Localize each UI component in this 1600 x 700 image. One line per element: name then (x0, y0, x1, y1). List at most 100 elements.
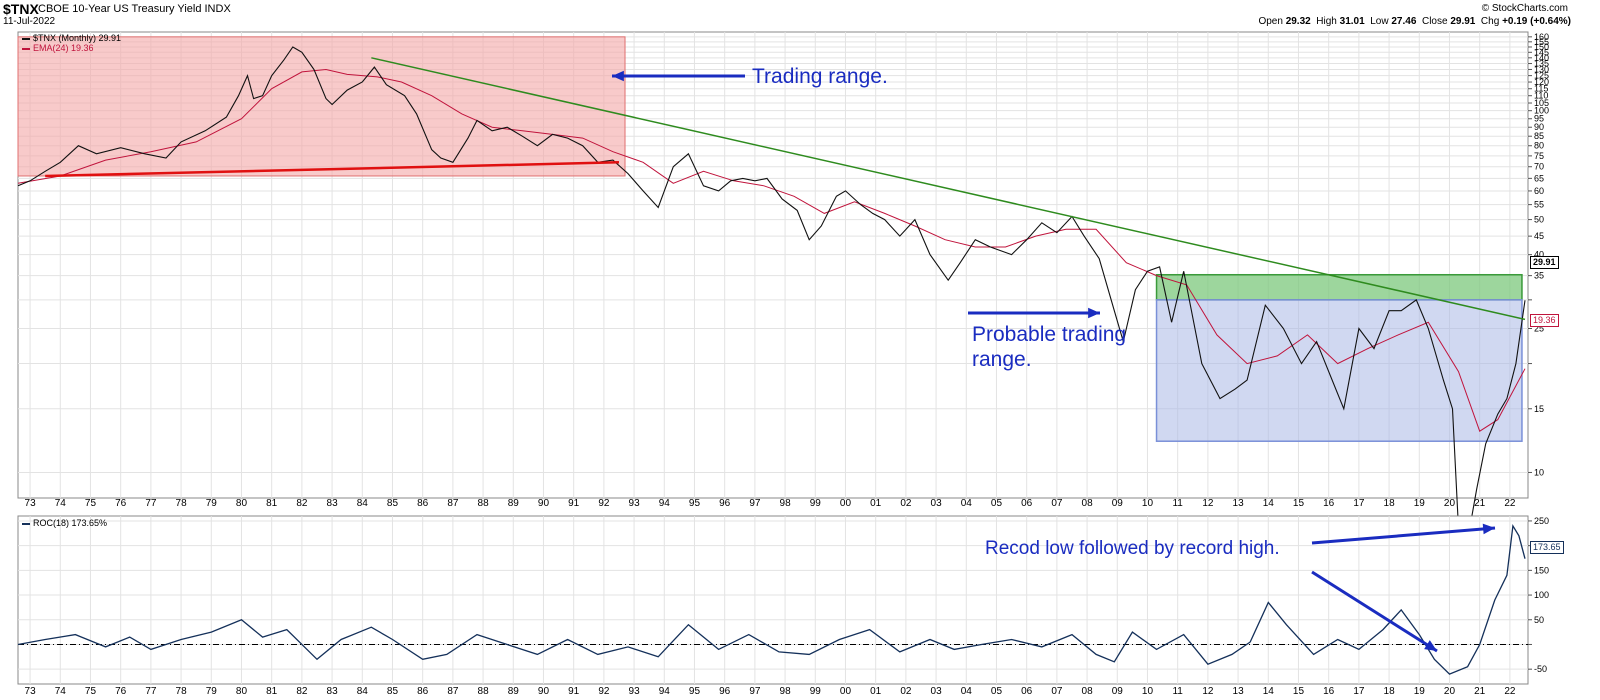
roc-x-tick-label: 84 (357, 686, 369, 697)
price-y-tick-label: 150 (1534, 42, 1549, 52)
price-x-tick-label: 79 (206, 498, 218, 509)
price-x-tick-label: 16 (1323, 498, 1335, 509)
annotation-arrows (612, 70, 1496, 653)
legend-ema: EMA(24) 19.36 (22, 43, 94, 53)
green-down-trendline (371, 57, 1526, 321)
price-x-tick-label: 81 (266, 498, 278, 509)
price-x-tick-label: 03 (931, 498, 943, 509)
price-x-tick-label: 80 (236, 498, 248, 509)
blue-trading-range-zone (1155, 299, 1523, 442)
arrow-record-low-head (1424, 640, 1437, 651)
price-x-tick-label: 75 (85, 498, 97, 509)
red-trading-range-zone (17, 36, 626, 177)
high-value: 31.01 (1339, 16, 1365, 27)
roc-x-tick-label: 06 (1021, 686, 1033, 697)
price-y-tick-label: 45 (1534, 231, 1544, 241)
roc-x-tick-label: 81 (266, 686, 278, 697)
arrow-trading-range (612, 70, 745, 82)
ticker-description: CBOE 10-Year US Treasury Yield INDX (38, 3, 231, 15)
price-x-tick-label: 19 (1414, 498, 1426, 509)
roc-x-tick-label: 75 (85, 686, 97, 697)
roc-x-tick-label: 19 (1414, 686, 1426, 697)
roc-x-tick-label: 93 (629, 686, 641, 697)
chart-credit: © StockCharts.com (1481, 3, 1568, 14)
price-y-tick-label: 85 (1534, 131, 1544, 141)
roc-x-tick-label: 73 (25, 686, 37, 697)
roc-x-tick-label: 74 (55, 686, 67, 697)
roc-x-axis: 73 74 75 76 77 78 79 80 81 82 83 84 85 86 87 88 89 90 91 92… (25, 686, 1516, 697)
roc-x-tick-label: 94 (659, 686, 671, 697)
annotation-probable-line1: Probable trading (972, 323, 1127, 346)
price-y-tick-label: 60 (1534, 186, 1544, 196)
price-series (17, 46, 1526, 542)
green-resistance-zone (1155, 273, 1523, 301)
roc-panel-frame (17, 515, 1529, 685)
roc-series (17, 523, 1528, 675)
roc-y-tick-label: -50 (1534, 664, 1547, 674)
roc-x-tick-label: 11 (1172, 686, 1183, 697)
roc-x-tick-label: 96 (719, 686, 731, 697)
roc-x-tick-label: 87 (447, 686, 459, 697)
price-y-tick-label: 70 (1534, 162, 1544, 172)
roc-x-tick-label: 88 (478, 686, 490, 697)
arrow-record-low-shaft (1311, 570, 1438, 653)
arrow-record-high-shaft (1311, 526, 1496, 545)
price-x-tick-label: 94 (659, 498, 671, 509)
price-y-tick-label: 95 (1534, 114, 1544, 124)
roc-x-tick-label: 02 (900, 686, 912, 697)
annotation-probable-line2: range. (972, 348, 1032, 371)
price-x-tick-label: 89 (508, 498, 520, 509)
price-x-tick-label: 06 (1021, 498, 1033, 509)
annotation-trading-range: Trading range. (752, 65, 888, 88)
price-x-tick-label: 91 (568, 498, 580, 509)
roc-y-tick-label: 100 (1534, 590, 1549, 600)
price-x-tick-label: 02 (900, 498, 912, 509)
price-x-tick-label: 00 (840, 498, 852, 509)
price-x-tick-label: 82 (296, 498, 308, 509)
roc-x-tick-label: 98 (780, 686, 792, 697)
price-y-tick-label: 135 (1534, 59, 1549, 69)
price-x-tick-label: 12 (1202, 498, 1214, 509)
price-x-tick-label: 96 (719, 498, 731, 509)
arrow-record-high-head (1482, 523, 1495, 535)
price-x-tick-label: 78 (176, 498, 188, 509)
arrow-record-high (1311, 523, 1496, 545)
price-y-tick-label: 25 (1534, 323, 1544, 333)
close-label: Close (1421, 16, 1448, 27)
ohlc-readout: Open 29.32 High 31.01 Low 27.46 Close 29… (1258, 16, 1571, 27)
roc-x-tick-label: 80 (236, 686, 248, 697)
roc-x-tick-label: 92 (598, 686, 610, 697)
price-y-tick-label: 50 (1534, 215, 1544, 225)
roc-x-tick-label: 09 (1112, 686, 1124, 697)
roc-last-tag: 173.65 (1530, 541, 1564, 554)
price-y-tick-label: 120 (1534, 77, 1549, 87)
roc-x-tick-label: 79 (206, 686, 218, 697)
price-x-tick-label: 15 (1293, 498, 1305, 509)
price-x-tick-label: 13 (1233, 498, 1245, 509)
price-y-tick-label: 35 (1534, 271, 1544, 281)
roc-x-tick-label: 97 (749, 686, 761, 697)
price-x-tick-label: 87 (447, 498, 459, 509)
roc-x-tick-label: 90 (538, 686, 550, 697)
price-x-tick-label: 86 (417, 498, 429, 509)
price-x-tick-label: 74 (55, 498, 67, 509)
annotation-probable-range: Probable trading range. (972, 322, 1126, 372)
price-x-tick-label: 14 (1263, 498, 1275, 509)
price-x-tick-label: 18 (1384, 498, 1396, 509)
price-axis: 1015253540455055606570758085909510010511… (1528, 32, 1549, 477)
roc-x-tick-label: 14 (1263, 686, 1275, 697)
roc-x-tick-label: 08 (1082, 686, 1094, 697)
arrow-trading-range-head (612, 70, 624, 82)
legend-roc: ROC(18) 173.65% (22, 518, 107, 528)
price-y-tick-label: 145 (1534, 47, 1549, 57)
roc-y-tick-label: 50 (1534, 615, 1544, 625)
low-label: Low (1370, 16, 1389, 27)
price-y-tick-label: 40 (1534, 250, 1544, 260)
roc-x-tick-label: 77 (145, 686, 157, 697)
price-x-tick-label: 76 (115, 498, 127, 509)
legend-price-label: $TNX (Monthly) 29.91 (33, 33, 122, 43)
price-x-tick-label: 21 (1474, 498, 1486, 509)
price-y-tick-label: 65 (1534, 173, 1544, 183)
open-label: Open (1258, 16, 1283, 27)
